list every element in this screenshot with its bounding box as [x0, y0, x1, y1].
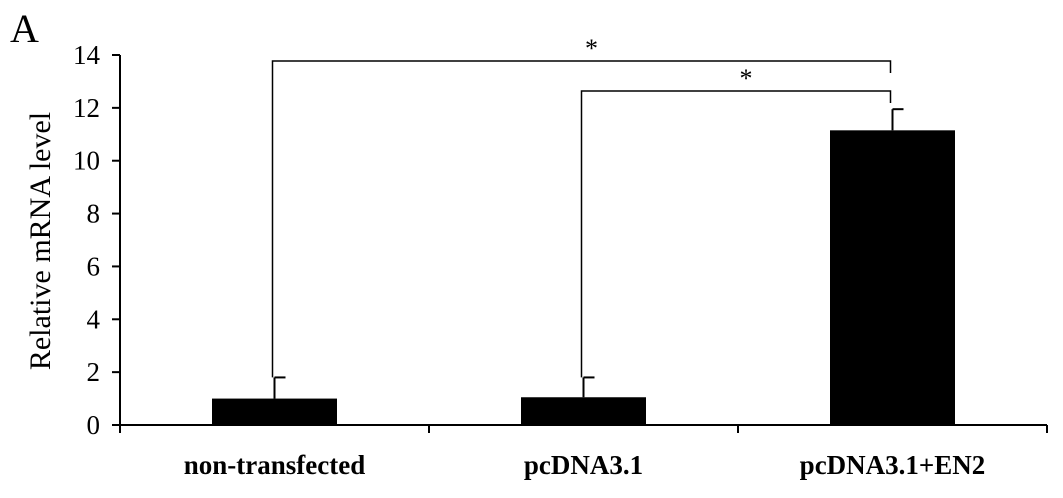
y-tick-label: 14	[73, 40, 101, 70]
significance-marker: *	[740, 64, 753, 93]
y-tick-label: 2	[87, 357, 101, 387]
y-axis-label: Relative mRNA level	[24, 112, 57, 370]
significance-brackets: **	[271, 34, 892, 378]
y-tick-label: 6	[87, 251, 101, 281]
tick-labels: 0 2 4 6 8 10 12 14 non-transfected pcDNA3.1 pcDNA3…	[73, 40, 985, 480]
x-category-label: pcDNA3.1	[524, 450, 643, 480]
bar-0	[212, 398, 337, 425]
significance-bracket-0	[271, 60, 892, 378]
y-tick-label: 12	[73, 93, 100, 123]
panel-label: A	[10, 6, 39, 51]
y-tick-label: 4	[87, 304, 101, 334]
error-bars	[273, 108, 904, 399]
y-tick-label: 0	[87, 410, 101, 440]
bars	[212, 130, 955, 426]
significance-bracket-1	[580, 90, 892, 378]
y-tick-label: 8	[87, 199, 101, 229]
x-category-label: non-transfected	[184, 450, 365, 480]
significance-marker: *	[585, 34, 598, 63]
x-category-label: pcDNA3.1+EN2	[800, 450, 986, 480]
bar-1	[521, 397, 646, 425]
bar-2	[830, 130, 955, 426]
y-tick-label: 10	[73, 146, 100, 176]
